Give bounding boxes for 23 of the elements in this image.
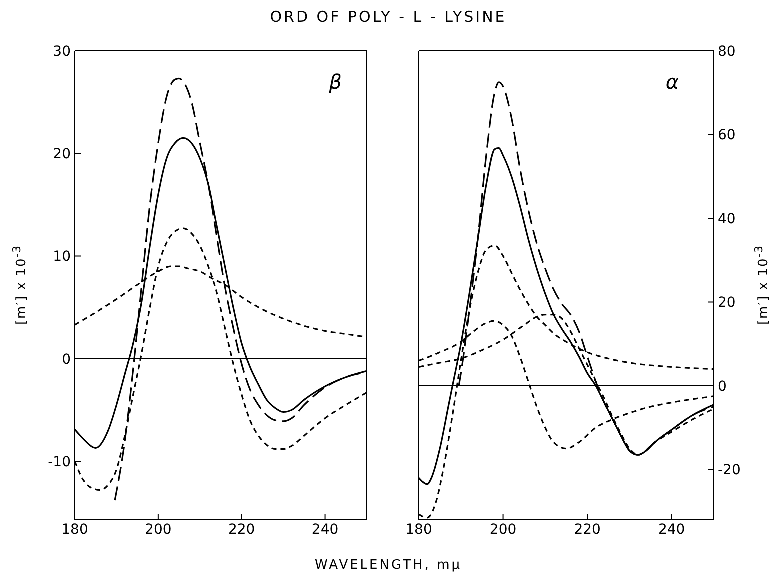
- x-tick-label: 220: [228, 522, 256, 538]
- x-axis-title: WAVELENGTH, mμ: [314, 558, 464, 573]
- y2-tick-label: 20: [718, 295, 736, 312]
- y-tick-label: -10: [48, 454, 71, 470]
- y-tick-label: 30: [53, 44, 71, 60]
- annotation: β: [329, 70, 342, 94]
- x-tick-label: 240: [658, 522, 686, 538]
- x-tick-label: 240: [312, 522, 339, 538]
- x-tick-label: 180: [62, 522, 88, 538]
- y-tick-label: 10: [53, 249, 71, 266]
- y2-tick-label: 60: [718, 128, 736, 144]
- y2-tick-label: 0: [718, 378, 727, 395]
- x-tick-label: 180: [406, 522, 432, 538]
- x-tick-label: 200: [490, 522, 517, 538]
- x-tick-label: 200: [145, 522, 172, 538]
- annotation: α: [666, 70, 679, 94]
- x-tick-label: 220: [574, 522, 601, 538]
- y2-tick-label: 40: [718, 211, 736, 228]
- y2-tick-label: 80: [718, 44, 736, 60]
- y2-tick-label: -20: [718, 462, 741, 479]
- y-tick-label: 20: [53, 146, 71, 163]
- chart-title: ORD OF POLY - L - LYSINE: [269, 8, 508, 26]
- y-tick-label: 0: [62, 352, 71, 368]
